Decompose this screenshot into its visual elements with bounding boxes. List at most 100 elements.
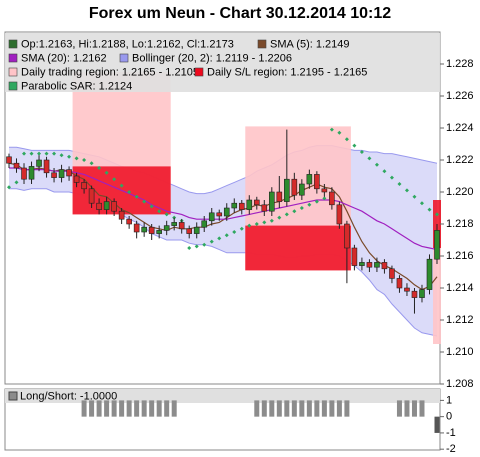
sar-dot [322, 196, 327, 201]
bar [299, 400, 305, 417]
candle-body [253, 199, 260, 206]
candle-body [284, 178, 290, 202]
sar-dot [157, 209, 162, 214]
bar [111, 400, 117, 417]
candle-body [103, 201, 110, 210]
candle-body [21, 167, 27, 180]
sar-dot [247, 223, 252, 228]
candle-body [28, 166, 35, 180]
bar [314, 400, 320, 417]
y-tick-label: 1.218 [446, 218, 474, 230]
legend-label: SMA (20): 1.2162 [21, 52, 107, 64]
sar-dot [404, 188, 409, 193]
sar-dot [344, 137, 349, 142]
bar [104, 400, 110, 417]
region [245, 225, 351, 271]
sar-dot [337, 130, 342, 135]
candle-body [58, 169, 65, 178]
sar-dot [127, 190, 132, 194]
sar-dot [89, 161, 94, 166]
sar-dot [187, 246, 192, 250]
candle-body [126, 218, 132, 225]
sar-dot [104, 170, 109, 175]
candle-body [276, 191, 283, 202]
sar-dot [427, 207, 432, 212]
bar [96, 400, 102, 417]
candle-body [246, 199, 253, 210]
chart-title: Forex um Neun - Chart 30.12.2014 10:12 [89, 5, 391, 22]
legend: Op:1.2163, Hi:1.2188, Lo:1.2162, Cl:1.21… [8, 38, 367, 92]
bar [329, 400, 335, 417]
bar [306, 400, 312, 417]
candle-body [344, 223, 350, 249]
bar [261, 400, 267, 417]
legend-swatch [257, 39, 267, 49]
legend-box [5, 33, 440, 92]
candle-body [216, 212, 223, 217]
candle-body [148, 226, 155, 234]
candle-body [223, 207, 230, 217]
candle-body [36, 159, 42, 167]
bar [126, 400, 132, 417]
bar [336, 400, 342, 417]
sar-dot [224, 233, 229, 238]
candle-body [238, 202, 245, 210]
sub-legend-swatch [8, 391, 18, 401]
sar-dot [59, 153, 64, 158]
bar [269, 400, 275, 417]
sar-dot [22, 151, 27, 156]
sar-dot [44, 151, 49, 156]
sar-dot [307, 202, 312, 207]
main-plot [6, 72, 441, 344]
sar-dot [389, 175, 394, 180]
sar-dot [374, 162, 379, 167]
bar [81, 400, 87, 417]
candle-body [96, 202, 102, 210]
y-tick-label: 1.216 [446, 250, 474, 262]
sar-dot [209, 239, 214, 244]
y-tick-label: -1 [446, 427, 456, 439]
candle-body [43, 159, 50, 174]
y-tick-label: 1.222 [446, 154, 474, 166]
candle-body [171, 222, 177, 226]
sar-dot [397, 182, 402, 186]
candle-body [186, 228, 193, 234]
y-tick-label: 1.224 [446, 122, 474, 134]
sar-dot [119, 183, 124, 188]
sar-dot [277, 215, 282, 220]
sar-dot [67, 154, 72, 159]
sar-dot [352, 143, 357, 148]
candle-body [329, 191, 335, 206]
sar-dot [29, 151, 34, 156]
candle-body [336, 204, 343, 225]
candle-body [13, 162, 20, 169]
y-tick-label: 1.220 [446, 186, 474, 198]
sar-dot [7, 185, 11, 190]
sar-dot [232, 230, 237, 234]
sma-line [8, 162, 438, 291]
candle-body [306, 174, 313, 185]
legend-swatch [8, 53, 18, 63]
bar [404, 400, 410, 417]
sar-dot [134, 194, 139, 199]
sar-dot [149, 204, 154, 209]
candle-body [366, 262, 373, 268]
legend-swatch [119, 53, 129, 63]
candle-body [396, 278, 403, 289]
bar [276, 400, 282, 417]
bar [284, 400, 290, 417]
bar [344, 400, 350, 417]
y-tick-label: -2 [446, 443, 456, 455]
candle-body [201, 220, 208, 228]
sar-dot [14, 180, 19, 185]
candle-body [419, 289, 425, 298]
legend-label: Daily trading region: 1.2165 - 1.2105 [21, 66, 199, 78]
y-tick-label: 1.228 [446, 58, 474, 70]
sar-dot [292, 209, 297, 214]
candle-body [141, 226, 147, 233]
sar-dot [52, 151, 57, 156]
sar-dot [194, 244, 199, 249]
y-tick-label: 1 [446, 394, 452, 406]
sar-dot [217, 236, 222, 241]
